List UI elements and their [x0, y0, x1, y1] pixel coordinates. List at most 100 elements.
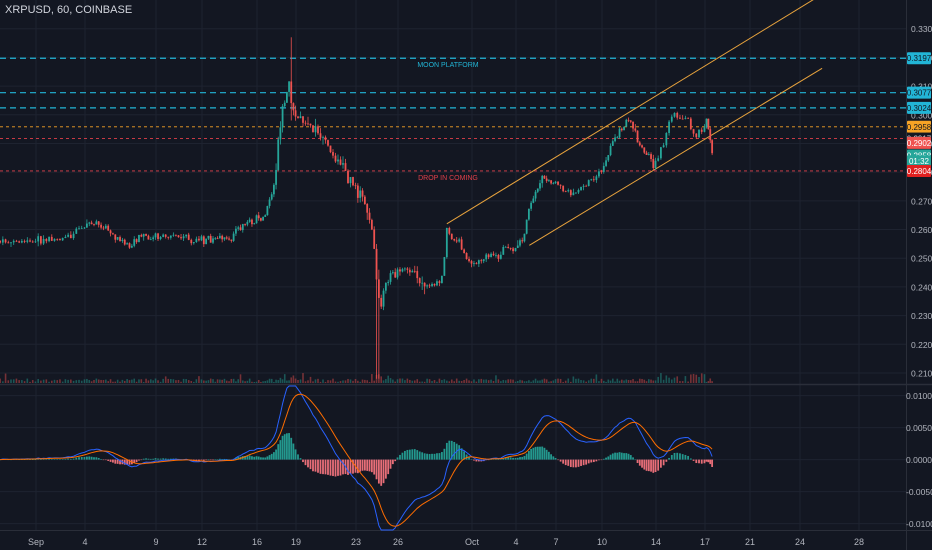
macd-histogram-bar — [550, 454, 553, 460]
candle-body — [190, 239, 193, 244]
candle-body — [499, 254, 502, 259]
volume-bar — [598, 381, 600, 383]
volume-bar — [147, 380, 150, 383]
candle-body — [309, 123, 312, 126]
volume-bar — [463, 379, 465, 383]
candle-body — [614, 137, 616, 142]
macd-histogram-bar — [347, 459, 349, 475]
volume-bar — [105, 379, 107, 383]
volume-bar — [266, 380, 269, 383]
volume-bar — [257, 379, 260, 383]
candle-body — [167, 236, 170, 238]
candle-body — [536, 188, 539, 192]
symbol-label[interactable]: XRPUSD, 60, COINBASE — [5, 4, 133, 16]
macd-histogram-bar — [643, 459, 646, 470]
candle-body — [436, 281, 438, 286]
time-tick-label: 10 — [597, 537, 607, 547]
candle-body — [516, 245, 519, 248]
candle-body — [399, 269, 401, 272]
volume-bar — [138, 379, 140, 383]
price-badge — [907, 101, 931, 114]
candle-body — [373, 229, 376, 249]
macd-histogram-bar — [277, 444, 280, 460]
macd-histogram-bar — [650, 459, 652, 472]
candle-body — [164, 234, 167, 237]
candle-body — [85, 223, 88, 228]
candle-body — [366, 203, 369, 213]
candle-body — [709, 129, 712, 141]
price-badge-label: 0.2902 — [907, 139, 932, 148]
candle-body — [657, 158, 660, 161]
volume-bar — [625, 379, 628, 383]
candle-body — [195, 238, 198, 243]
volume-bar — [203, 380, 205, 383]
time-tick-label: 28 — [854, 537, 864, 547]
volume-bar — [219, 379, 221, 383]
volume-bar — [200, 379, 203, 383]
candle-body — [145, 234, 147, 236]
candle-body — [545, 178, 548, 181]
macd-histogram-bar — [309, 459, 312, 470]
volume-bar — [182, 378, 185, 383]
volume-bar — [695, 374, 698, 383]
candle-body — [78, 228, 80, 230]
volume-bar — [48, 381, 50, 383]
macd-histogram-bar — [611, 453, 614, 460]
macd-tick-label: 0.0000 — [906, 455, 932, 465]
volume-bar — [347, 378, 349, 383]
time-tick-label: 14 — [651, 537, 661, 547]
candle-body — [521, 240, 524, 242]
macd-histogram-bar — [700, 459, 703, 464]
macd-histogram-bar — [575, 459, 577, 468]
volume-bar — [593, 378, 595, 383]
volume-bar — [253, 381, 256, 383]
candle-body — [56, 238, 59, 240]
candle-body — [235, 228, 237, 234]
candle-body — [485, 254, 488, 260]
volume-bar — [225, 380, 228, 383]
macd-histogram-bar — [97, 457, 100, 460]
candle-body — [107, 225, 110, 231]
macd-histogram-bar — [519, 457, 521, 460]
macd-histogram-bar — [676, 452, 679, 460]
macd-histogram-bar — [373, 459, 376, 475]
candlesticks — [0, 37, 714, 379]
macd-histogram-bar — [126, 459, 129, 465]
candle-body — [382, 290, 385, 307]
candle-body — [408, 269, 411, 273]
volume-bar — [455, 378, 458, 383]
candle-body — [185, 234, 188, 237]
volume-bar — [107, 381, 109, 383]
volume-bar — [292, 375, 295, 383]
volume-bar — [482, 379, 485, 383]
volume-bar — [70, 379, 72, 383]
macd-histogram-bar — [147, 458, 150, 460]
candle-body — [294, 110, 297, 117]
volume-bar — [67, 379, 69, 383]
volume-bar — [56, 380, 59, 383]
macd-histogram-bar — [286, 433, 288, 460]
macd-histogram-bar — [582, 459, 585, 466]
macd-histogram-bar — [495, 458, 497, 460]
candle-body — [192, 242, 195, 244]
volume-bar — [504, 380, 507, 383]
volume-bar — [187, 380, 190, 383]
volume-bar — [309, 376, 312, 383]
horizontal-levels[interactable]: MOON PLATFORM DROP IN COMING — [0, 57, 906, 182]
volume-bar — [668, 377, 670, 383]
volume-bar — [235, 381, 237, 383]
trend-channel[interactable] — [446, 0, 823, 246]
volume-bar — [487, 380, 490, 383]
macd-histogram-bar — [202, 459, 205, 461]
candle-body — [138, 234, 140, 243]
macd-histogram-bar — [359, 459, 362, 472]
candle-body — [299, 116, 302, 119]
macd-histogram-bar — [266, 456, 269, 460]
volume-bar — [485, 379, 487, 383]
candle-body — [577, 189, 580, 193]
candle-body — [384, 282, 387, 291]
macd-histogram-bar — [453, 441, 456, 460]
